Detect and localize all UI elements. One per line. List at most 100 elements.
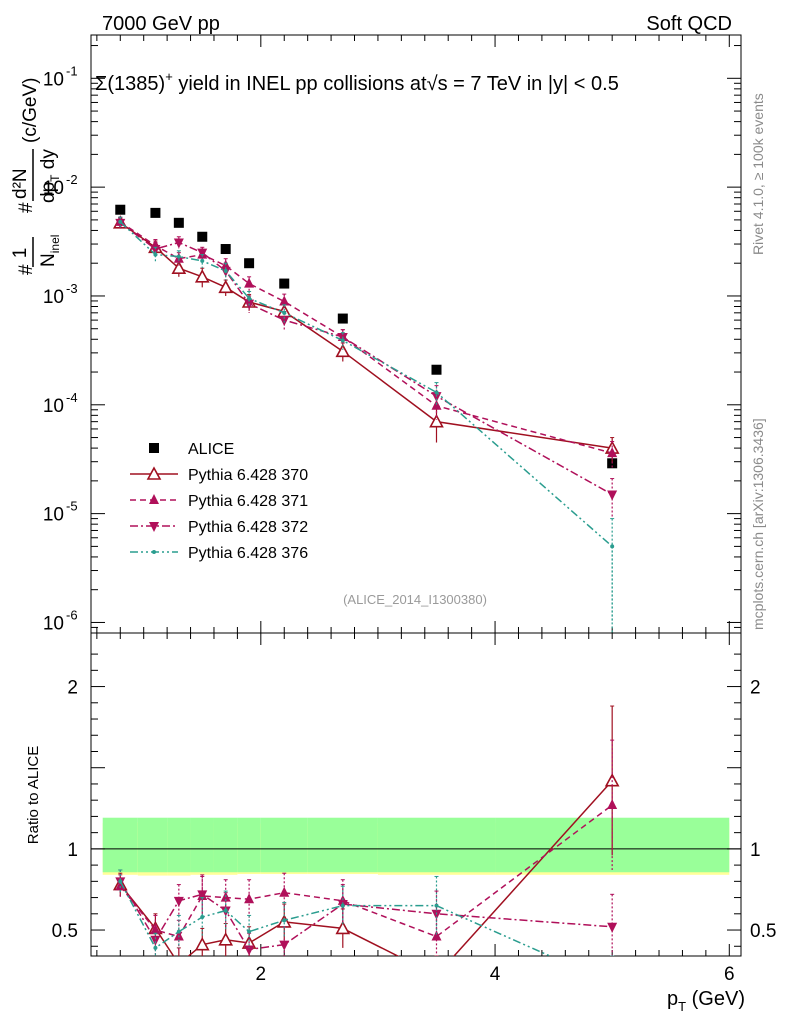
series-point-4 [282, 310, 287, 315]
ratio-point-0 [335, 920, 351, 935]
y-tick-label-exponent: -1 [66, 63, 78, 78]
series-point-1 [194, 269, 210, 283]
axis-ticks: 2 4 610 -110 -210 -310 -410 -510 -62 21 10.5 0.5 [43, 35, 776, 985]
analysis-id: (ALICE_2014_I1300380) [343, 592, 487, 607]
ratio-line-2 [119, 880, 613, 951]
series-line-4 [119, 221, 613, 547]
alice-point [115, 204, 126, 215]
series-point-2 [431, 399, 442, 410]
ratio-y-tick-label: 1 [67, 840, 78, 861]
legend-label: ALICE [188, 441, 234, 458]
y-label-ninel: Ninel [38, 235, 62, 267]
plot-title-sup: + [165, 69, 173, 84]
y-axis-label-ratio: Ratio to ALICE [25, 746, 42, 844]
y-tick-label: 10 [43, 287, 64, 308]
alice-point [197, 231, 208, 242]
legend-marker [152, 550, 156, 554]
y-tick-label: 10 [43, 69, 64, 90]
ratio-point-0 [194, 936, 210, 951]
legend-label: Pythia 6.428 371 [188, 493, 308, 510]
y-axis-label-main: # 1 Ninel # d²N dpT dy (c/GeV) [10, 78, 62, 275]
series-point-4 [200, 258, 205, 263]
series-point-1 [171, 260, 187, 274]
ratio-point-1 [150, 924, 161, 935]
series-point-4 [153, 252, 158, 257]
series-point-2 [279, 295, 290, 306]
legend-marker [146, 466, 162, 480]
ratio-line-3 [119, 880, 552, 956]
series-point-2 [244, 277, 255, 288]
ratio-point-2 [197, 890, 208, 901]
plot-title-tail: = 7 TeV in |y| < 0.5 [448, 73, 619, 95]
ratio-point-3 [153, 945, 158, 950]
ratio-point-2 [431, 909, 442, 920]
band-inner-segment [167, 817, 191, 873]
legend-marker [149, 443, 159, 453]
legend-label: Pythia 6.428 370 [188, 467, 308, 484]
y-tick-label: 10 [43, 178, 64, 199]
ratio-point-3 [200, 915, 205, 920]
rivet-version: Rivet 4.1.0, ≥ 100k events [750, 93, 766, 255]
legend-marker [149, 494, 159, 504]
ratio-point-2 [150, 935, 161, 946]
ratio-point-3 [282, 918, 287, 923]
ratio-line-0 [119, 780, 613, 956]
ratio-y-tick-label: 2 [67, 678, 78, 699]
ratio-y-tick-label-right: 1 [750, 840, 761, 861]
ratio-point-3 [434, 903, 439, 908]
y-tick-label-exponent: -2 [66, 172, 78, 187]
ratio-point-1 [244, 893, 255, 904]
series-point-3 [607, 490, 618, 501]
ratio-point-1 [279, 886, 290, 897]
y-label-one: 1 [10, 248, 31, 259]
series-point-4 [247, 296, 252, 301]
y-label-hash-2: # [16, 202, 37, 213]
plot-title-sqrt: √s [427, 73, 448, 95]
ratio-point-2 [173, 896, 184, 907]
legend: ALICE Pythia 6.428 370 Pythia 6.428 371 Pyt… [130, 441, 308, 562]
series-point-1 [335, 343, 351, 358]
series-point-3 [173, 238, 184, 249]
header-right: Soft QCD [646, 13, 732, 35]
band-inner-segment [260, 817, 308, 873]
band-inner-segment [213, 817, 238, 873]
ratio-band [91, 817, 741, 876]
alice-point [431, 364, 442, 375]
band-inner-segment [102, 817, 138, 873]
ratio-panel-frame [90, 632, 742, 957]
ratio-line-1 [119, 804, 613, 938]
y-tick-label: 10 [43, 613, 64, 634]
alice-point [173, 217, 184, 228]
alice-point [244, 258, 255, 269]
plot-title-text: yield in INEL pp collisions at [173, 73, 427, 95]
series-line-1 [119, 222, 613, 449]
series-point-1 [429, 413, 444, 428]
mcplots-credit: mcplots.cern.ch [arXiv:1306.3436] [750, 418, 766, 630]
plot-title-particle: Σ(1385) [95, 73, 165, 95]
series-point-1 [218, 279, 234, 294]
ratio-point-2 [279, 940, 290, 951]
ratio-point-1 [607, 799, 618, 810]
series-line-2 [119, 221, 613, 454]
band-inner-segment [137, 817, 168, 873]
y-tick-label-exponent: -5 [66, 499, 78, 514]
ratio-point-3 [247, 929, 252, 934]
x-tick-label: 6 [724, 964, 735, 985]
alice-point [150, 207, 161, 218]
y-label-dpt: dpT dy [38, 149, 62, 203]
series-point-4 [340, 338, 345, 343]
main-panel-frame [90, 34, 742, 634]
ratio-y-tick-label-right: 2 [750, 678, 761, 699]
alice-point [337, 313, 348, 324]
y-tick-label-exponent: -4 [66, 390, 78, 405]
series-point-4 [176, 254, 181, 259]
y-label-units: (c/GeV) [20, 78, 41, 143]
ratio-point-3 [340, 903, 345, 908]
series-point-4 [223, 268, 228, 273]
x-tick-label: 4 [490, 964, 501, 985]
y-tick-label-exponent: -3 [66, 281, 78, 296]
y-tick-label: 10 [43, 396, 64, 417]
ratio-point-2 [244, 945, 255, 956]
y-label-d2n: d²N [10, 168, 31, 199]
